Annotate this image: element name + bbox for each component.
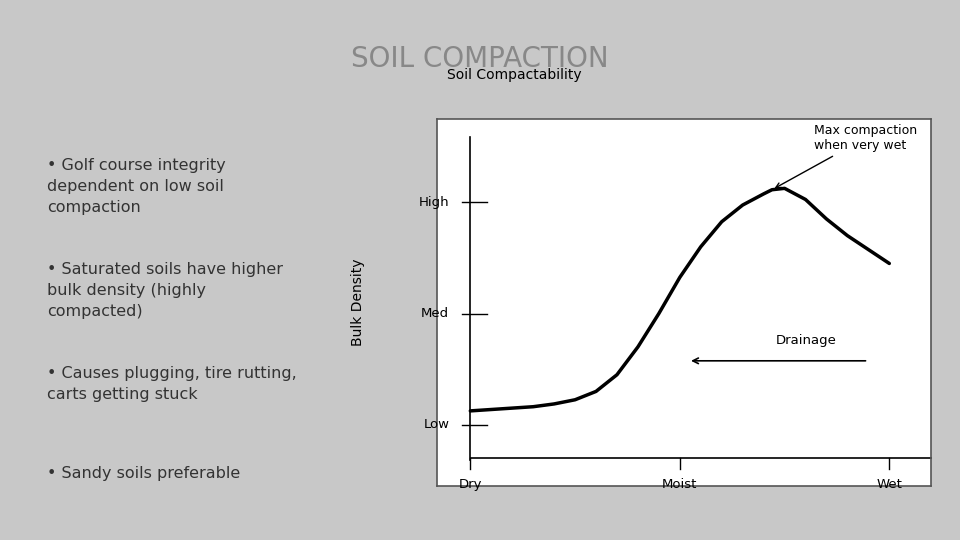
Text: Drainage: Drainage (777, 334, 837, 347)
Text: • Golf course integrity
dependent on low soil
compaction: • Golf course integrity dependent on low… (47, 158, 226, 215)
Text: Bulk Density: Bulk Density (350, 259, 365, 346)
Text: Med: Med (421, 307, 449, 320)
Text: • Sandy soils preferable: • Sandy soils preferable (47, 465, 240, 481)
Text: Dry: Dry (459, 478, 482, 491)
Text: Wet: Wet (876, 478, 902, 491)
Text: Max compaction
when very wet: Max compaction when very wet (776, 124, 917, 187)
Text: Moist: Moist (662, 478, 698, 491)
Text: SOIL COMPACTION: SOIL COMPACTION (351, 45, 609, 73)
Text: Low: Low (423, 418, 449, 431)
Text: • Causes plugging, tire rutting,
carts getting stuck: • Causes plugging, tire rutting, carts g… (47, 366, 297, 402)
Text: High: High (419, 196, 449, 209)
Text: Soil Compactability: Soil Compactability (446, 68, 582, 82)
Text: • Saturated soils have higher
bulk density (highly
compacted): • Saturated soils have higher bulk densi… (47, 262, 283, 319)
